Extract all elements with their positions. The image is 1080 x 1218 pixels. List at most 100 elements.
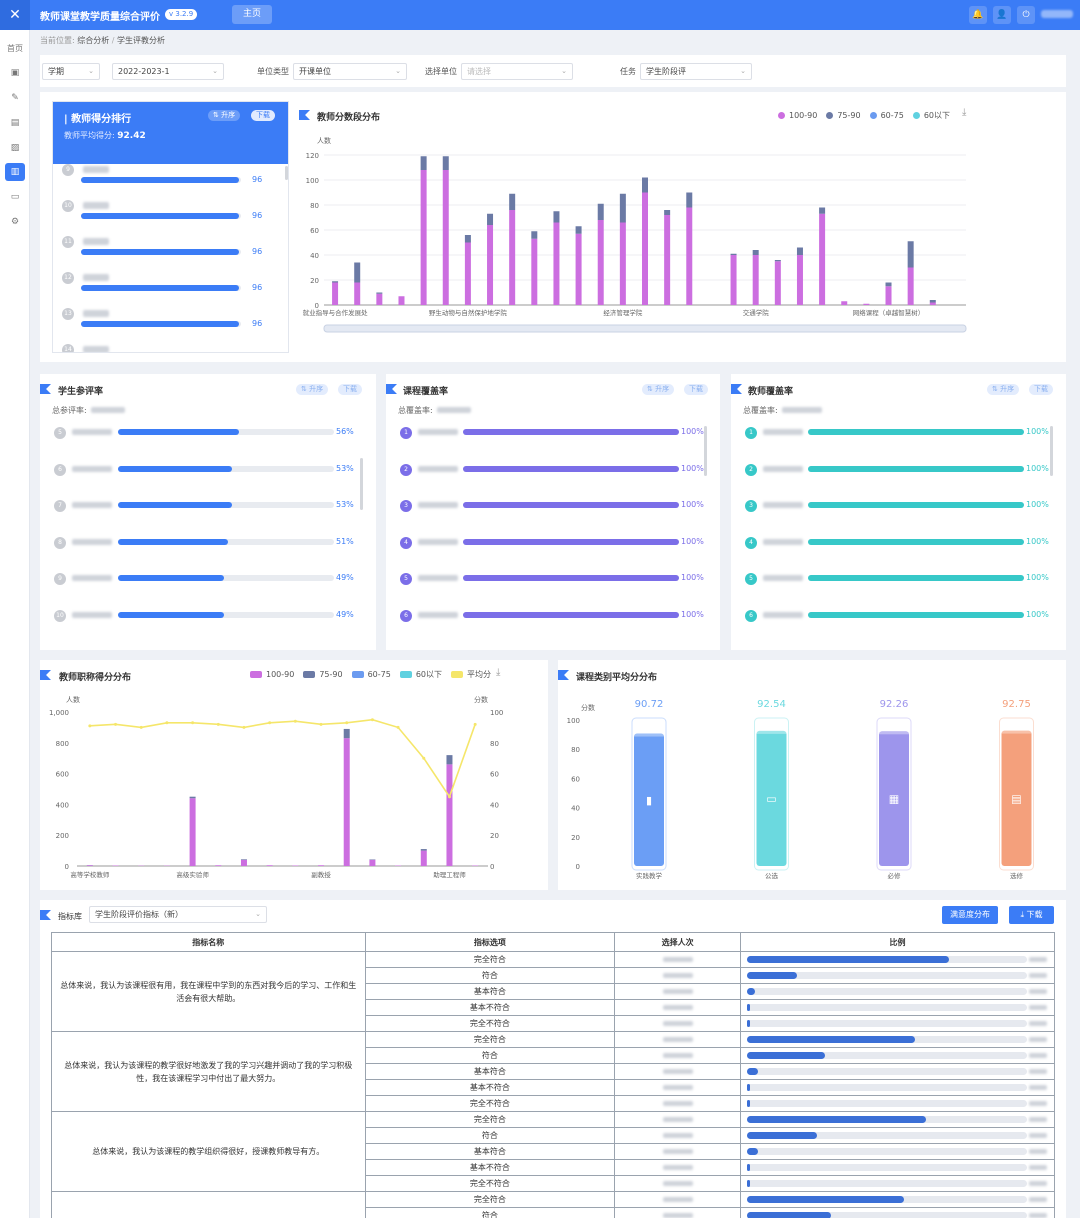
- rate-row[interactable]: 6 100%: [386, 609, 706, 629]
- scrollbar[interactable]: [285, 166, 288, 180]
- rate-row[interactable]: 3 100%: [386, 499, 706, 519]
- bar-100-90: [487, 225, 494, 305]
- calendar-icon[interactable]: ▣: [10, 68, 20, 78]
- ratio-cell: [740, 1143, 1055, 1160]
- term-value-select[interactable]: 2022-2023-1 ⌄: [112, 63, 224, 80]
- tab-home[interactable]: 主页: [232, 5, 272, 24]
- rank-badge: 1: [745, 427, 757, 439]
- term-select[interactable]: 学期 ⌄: [42, 63, 100, 80]
- download-icon[interactable]: ⤓: [496, 667, 501, 678]
- unit-type-select[interactable]: 开课单位 ⌄: [293, 63, 407, 80]
- ratio-bar-fill: [747, 1196, 905, 1203]
- rate-row[interactable]: 2 100%: [386, 463, 706, 483]
- rate-row[interactable]: 1 100%: [386, 426, 706, 446]
- rank-badge: 4: [400, 536, 412, 549]
- rate-row[interactable]: 2 100%: [731, 463, 1051, 483]
- task-select[interactable]: 学生阶段评 ⌄: [640, 63, 752, 80]
- asc-button[interactable]: ⇅ 升序: [642, 384, 675, 395]
- bar-75-90: [354, 262, 361, 283]
- ratio-value: [1029, 1005, 1048, 1010]
- avg-score-point: [139, 725, 143, 729]
- edit-icon[interactable]: ✎: [11, 93, 19, 103]
- breadcrumb-item[interactable]: 综合分析: [77, 36, 110, 45]
- rate-bar-fill: [463, 465, 679, 472]
- indicator-download-button[interactable]: ⤓ 下载: [1009, 906, 1054, 924]
- image-icon[interactable]: ▨: [10, 143, 20, 153]
- legend-item[interactable]: 60以下: [399, 670, 442, 679]
- settings-icon[interactable]: ⚙: [10, 217, 20, 227]
- rate-row[interactable]: 3 100%: [731, 499, 1051, 519]
- unit-select[interactable]: 请选择 ⌄: [461, 63, 573, 80]
- rank-badge: 13: [62, 308, 74, 320]
- rate-row[interactable]: 6 100%: [731, 609, 1051, 629]
- rate-bar: [118, 575, 334, 581]
- ranking-title-text: 教师得分排行: [71, 114, 132, 125]
- asc-button[interactable]: ⇅ 升序: [296, 384, 329, 395]
- bar-75-90: [531, 231, 538, 239]
- rate-row[interactable]: 10 49%: [40, 609, 360, 629]
- rate-row[interactable]: 1 100%: [731, 426, 1051, 446]
- option-cell: 完全符合: [364, 1031, 616, 1048]
- download-icon[interactable]: ⤓: [962, 107, 967, 118]
- legend-item[interactable]: 100-90: [778, 111, 817, 120]
- col-header-ratio: 比例: [740, 932, 1055, 952]
- filter-bar: 学期 ⌄ 2022-2023-1 ⌄ 单位类型 开课单位 ⌄ 选择单位 请选择 ⌄ 任务…: [40, 55, 1066, 87]
- rank-badge: 6: [400, 609, 412, 622]
- scrollbar[interactable]: [360, 458, 363, 510]
- bell-icon[interactable]: 🔔: [969, 6, 987, 24]
- legend-item[interactable]: 平均分: [451, 670, 491, 679]
- table-row: 总体来说，我认为该课程很有用，我在课程中学到的东西对我今后的学习、工作和生活会有…: [51, 951, 1055, 1032]
- download-button[interactable]: 下载: [1029, 384, 1053, 395]
- score-bar-fill: [81, 285, 239, 291]
- ranking-row[interactable]: 12 96: [53, 272, 283, 308]
- rate-row[interactable]: 5 100%: [731, 572, 1051, 592]
- chevron-down-icon: ⌄: [255, 910, 261, 918]
- legend-item[interactable]: 60-75: [869, 111, 904, 120]
- analysis-icon[interactable]: ▥: [5, 163, 25, 181]
- sidebar-item-home[interactable]: 首页: [7, 44, 23, 53]
- rate-row[interactable]: 4 100%: [731, 536, 1051, 556]
- rate-row[interactable]: 5 56%: [40, 426, 360, 446]
- user-icon[interactable]: 👤: [993, 6, 1011, 24]
- download-button[interactable]: 下载: [684, 384, 708, 395]
- legend-item[interactable]: 60-75: [351, 670, 391, 679]
- ranking-download-button[interactable]: 下载: [251, 110, 275, 121]
- rate-row[interactable]: 5 100%: [386, 572, 706, 592]
- ranking-row[interactable]: 10 96: [53, 200, 283, 236]
- rate-row[interactable]: 6 53%: [40, 463, 360, 483]
- logout-icon[interactable]: ⏻: [1017, 6, 1035, 24]
- ranking-row[interactable]: 9 96: [53, 164, 283, 200]
- y-tick-label: 100: [306, 177, 319, 185]
- rate-row[interactable]: 8 51%: [40, 536, 360, 556]
- legend-item[interactable]: 75-90: [826, 111, 861, 120]
- user-name[interactable]: [1041, 10, 1073, 18]
- indicator-label: 指标库: [58, 912, 82, 921]
- scrollbar[interactable]: [704, 426, 707, 476]
- close-icon[interactable]: ✕: [0, 0, 30, 30]
- ranking-asc-button[interactable]: ⇅ 升序: [208, 110, 241, 121]
- legend-item[interactable]: 100-90: [250, 670, 294, 679]
- rate-bar: [463, 538, 679, 545]
- indicator-select[interactable]: 学生阶段评价指标（新） ⌄: [89, 906, 267, 923]
- y-tick-label: 80: [310, 202, 319, 210]
- legend-item[interactable]: 60以下: [912, 111, 950, 120]
- legend-swatch: [303, 671, 316, 678]
- teacher-coverage-card: 教师覆盖率 ⇅ 升序 下载 总覆盖率: 1 100% 2 100% 3 100% 4 100%…: [731, 374, 1066, 650]
- rate-row[interactable]: 7 53%: [40, 499, 360, 519]
- satisfaction-distribution-button[interactable]: 满意度分布: [942, 906, 998, 924]
- rate-row[interactable]: 9 49%: [40, 572, 360, 592]
- rate-row[interactable]: 4 100%: [386, 536, 706, 556]
- book-icon[interactable]: ▤: [10, 118, 20, 128]
- asc-button[interactable]: ⇅ 升序: [987, 384, 1020, 395]
- ranking-row[interactable]: 14: [53, 344, 283, 352]
- legend-item[interactable]: 75-90: [303, 670, 343, 679]
- scrollbar[interactable]: [1050, 426, 1053, 476]
- ranking-row[interactable]: 13 96: [53, 308, 283, 344]
- ranking-row[interactable]: 11 96: [53, 236, 283, 272]
- teacher-name: [83, 310, 109, 317]
- archive-icon[interactable]: ▭: [10, 192, 20, 202]
- y2-tick-label: 20: [490, 832, 499, 840]
- option-cell: 完全不符合: [364, 1175, 616, 1192]
- download-button[interactable]: 下载: [338, 384, 362, 395]
- y2-tick-label: 40: [490, 801, 499, 809]
